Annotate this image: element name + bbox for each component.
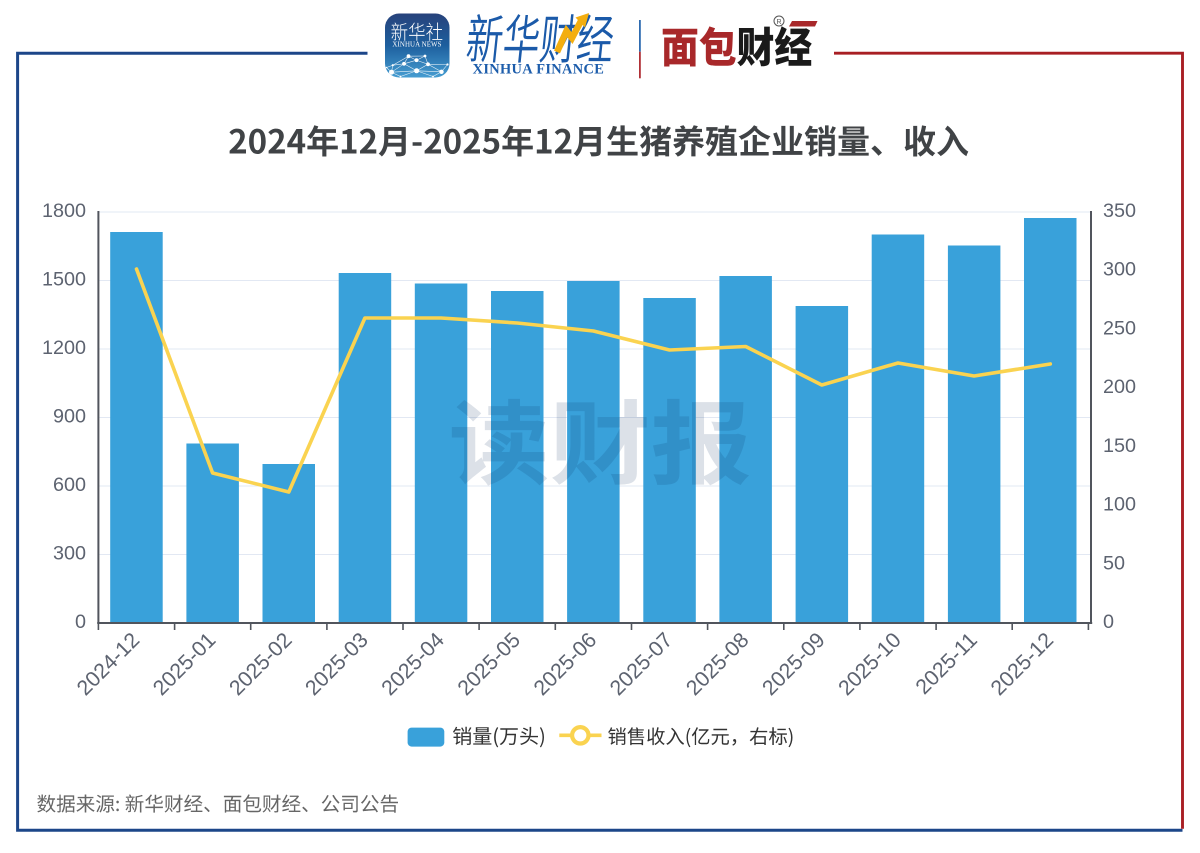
svg-text:50: 50 bbox=[1103, 552, 1125, 574]
svg-text:900: 900 bbox=[53, 406, 86, 428]
svg-text:1200: 1200 bbox=[42, 337, 86, 359]
svg-text:0: 0 bbox=[75, 611, 86, 633]
svg-text:XINHUA FINANCE: XINHUA FINANCE bbox=[473, 62, 605, 78]
svg-text:1800: 1800 bbox=[42, 200, 86, 222]
svg-text:300: 300 bbox=[1103, 259, 1136, 281]
svg-text:200: 200 bbox=[1103, 376, 1136, 398]
svg-text:350: 350 bbox=[1103, 200, 1136, 222]
svg-text:250: 250 bbox=[1103, 317, 1136, 339]
svg-text:R: R bbox=[776, 19, 781, 26]
svg-text:600: 600 bbox=[53, 474, 86, 496]
svg-text:1500: 1500 bbox=[42, 269, 86, 291]
svg-text:0: 0 bbox=[1103, 611, 1114, 633]
svg-text:300: 300 bbox=[53, 543, 86, 565]
svg-text:150: 150 bbox=[1103, 435, 1136, 457]
svg-text:100: 100 bbox=[1103, 494, 1136, 516]
svg-text:XINHUA NEWS: XINHUA NEWS bbox=[392, 42, 441, 49]
